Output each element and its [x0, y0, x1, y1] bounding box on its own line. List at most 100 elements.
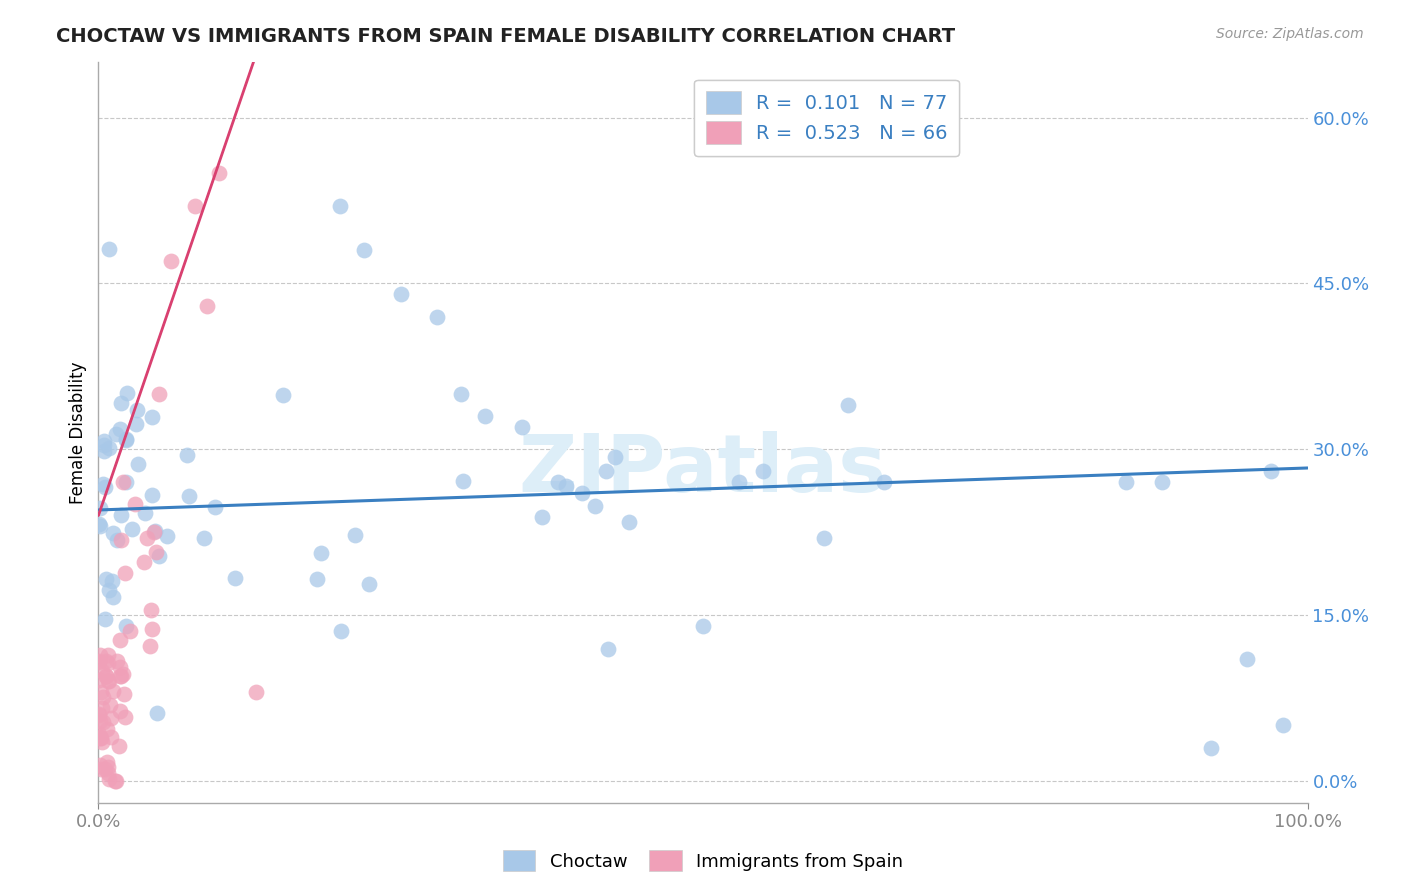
Point	[104, 427, 127, 442]
Point	[110, 660, 132, 674]
Point	[107, 739, 129, 754]
Point	[110, 704, 132, 718]
Point	[105, 533, 128, 548]
Point	[115, 386, 138, 401]
Point	[127, 457, 149, 471]
Text: Source: ZipAtlas.com: Source: ZipAtlas.com	[1216, 27, 1364, 41]
Point	[98, 698, 121, 712]
Point	[555, 479, 578, 493]
Point	[125, 403, 148, 417]
Point	[96, 669, 118, 683]
Point	[93, 444, 115, 458]
Point	[148, 387, 170, 401]
Point	[87, 673, 110, 687]
Point	[94, 572, 117, 586]
Point	[115, 434, 138, 448]
Point	[98, 582, 121, 597]
Point	[97, 441, 120, 455]
Point	[605, 450, 627, 464]
Point	[329, 199, 352, 213]
Point	[111, 475, 134, 490]
Point	[89, 648, 111, 662]
Point	[305, 572, 328, 586]
Point	[176, 448, 198, 462]
Point	[837, 398, 859, 412]
Point	[98, 772, 121, 787]
Point	[110, 668, 132, 682]
Point	[110, 533, 132, 547]
Point	[143, 524, 166, 538]
Point	[245, 685, 267, 699]
Point	[1115, 475, 1137, 490]
Point	[112, 666, 135, 681]
Point	[89, 727, 111, 741]
Point	[160, 254, 183, 268]
Point	[87, 516, 110, 531]
Point	[121, 522, 143, 536]
Point	[91, 715, 114, 730]
Point	[89, 758, 111, 772]
Point	[91, 701, 114, 715]
Point	[114, 566, 136, 580]
Point	[1260, 464, 1282, 478]
Text: CHOCTAW VS IMMIGRANTS FROM SPAIN FEMALE DISABILITY CORRELATION CHART: CHOCTAW VS IMMIGRANTS FROM SPAIN FEMALE …	[56, 27, 955, 45]
Point	[134, 506, 156, 520]
Point	[97, 673, 120, 688]
Point	[224, 571, 246, 585]
Point	[100, 730, 122, 744]
Point	[309, 546, 332, 560]
Point	[596, 641, 619, 656]
Text: ZIPatlas: ZIPatlas	[519, 431, 887, 508]
Point	[90, 684, 112, 698]
Point	[124, 417, 146, 431]
Point	[547, 475, 569, 490]
Point	[135, 531, 157, 545]
Point	[510, 420, 533, 434]
Point	[145, 544, 167, 558]
Point	[146, 706, 169, 721]
Point	[141, 487, 163, 501]
Point	[141, 409, 163, 424]
Point	[100, 711, 122, 725]
Point	[108, 632, 131, 647]
Point	[89, 731, 111, 746]
Point	[97, 242, 120, 256]
Point	[530, 510, 553, 524]
Point	[91, 690, 114, 704]
Point	[97, 673, 120, 688]
Point	[208, 166, 231, 180]
Point	[873, 475, 896, 490]
Point	[110, 396, 132, 410]
Point	[104, 773, 127, 788]
Point	[110, 421, 132, 435]
Point	[141, 623, 163, 637]
Point	[91, 735, 114, 749]
Point	[101, 574, 124, 588]
Point	[450, 387, 472, 401]
Point	[104, 773, 127, 788]
Point	[692, 619, 714, 633]
Point	[617, 515, 640, 529]
Point	[97, 656, 120, 670]
Point	[87, 655, 110, 669]
Point	[195, 299, 218, 313]
Point	[115, 618, 138, 632]
Point	[91, 664, 114, 678]
Point	[155, 529, 177, 543]
Legend: Choctaw, Immigrants from Spain: Choctaw, Immigrants from Spain	[496, 843, 910, 879]
Point	[105, 654, 128, 668]
Point	[1236, 652, 1258, 666]
Point	[204, 500, 226, 515]
Point	[93, 438, 115, 452]
Point	[142, 525, 165, 540]
Point	[1152, 475, 1174, 490]
Point	[752, 464, 775, 478]
Point	[96, 722, 118, 736]
Point	[813, 531, 835, 545]
Point	[184, 199, 207, 213]
Point	[90, 762, 112, 776]
Point	[110, 508, 132, 522]
Point	[595, 464, 617, 478]
Point	[103, 526, 125, 541]
Point	[389, 287, 412, 301]
